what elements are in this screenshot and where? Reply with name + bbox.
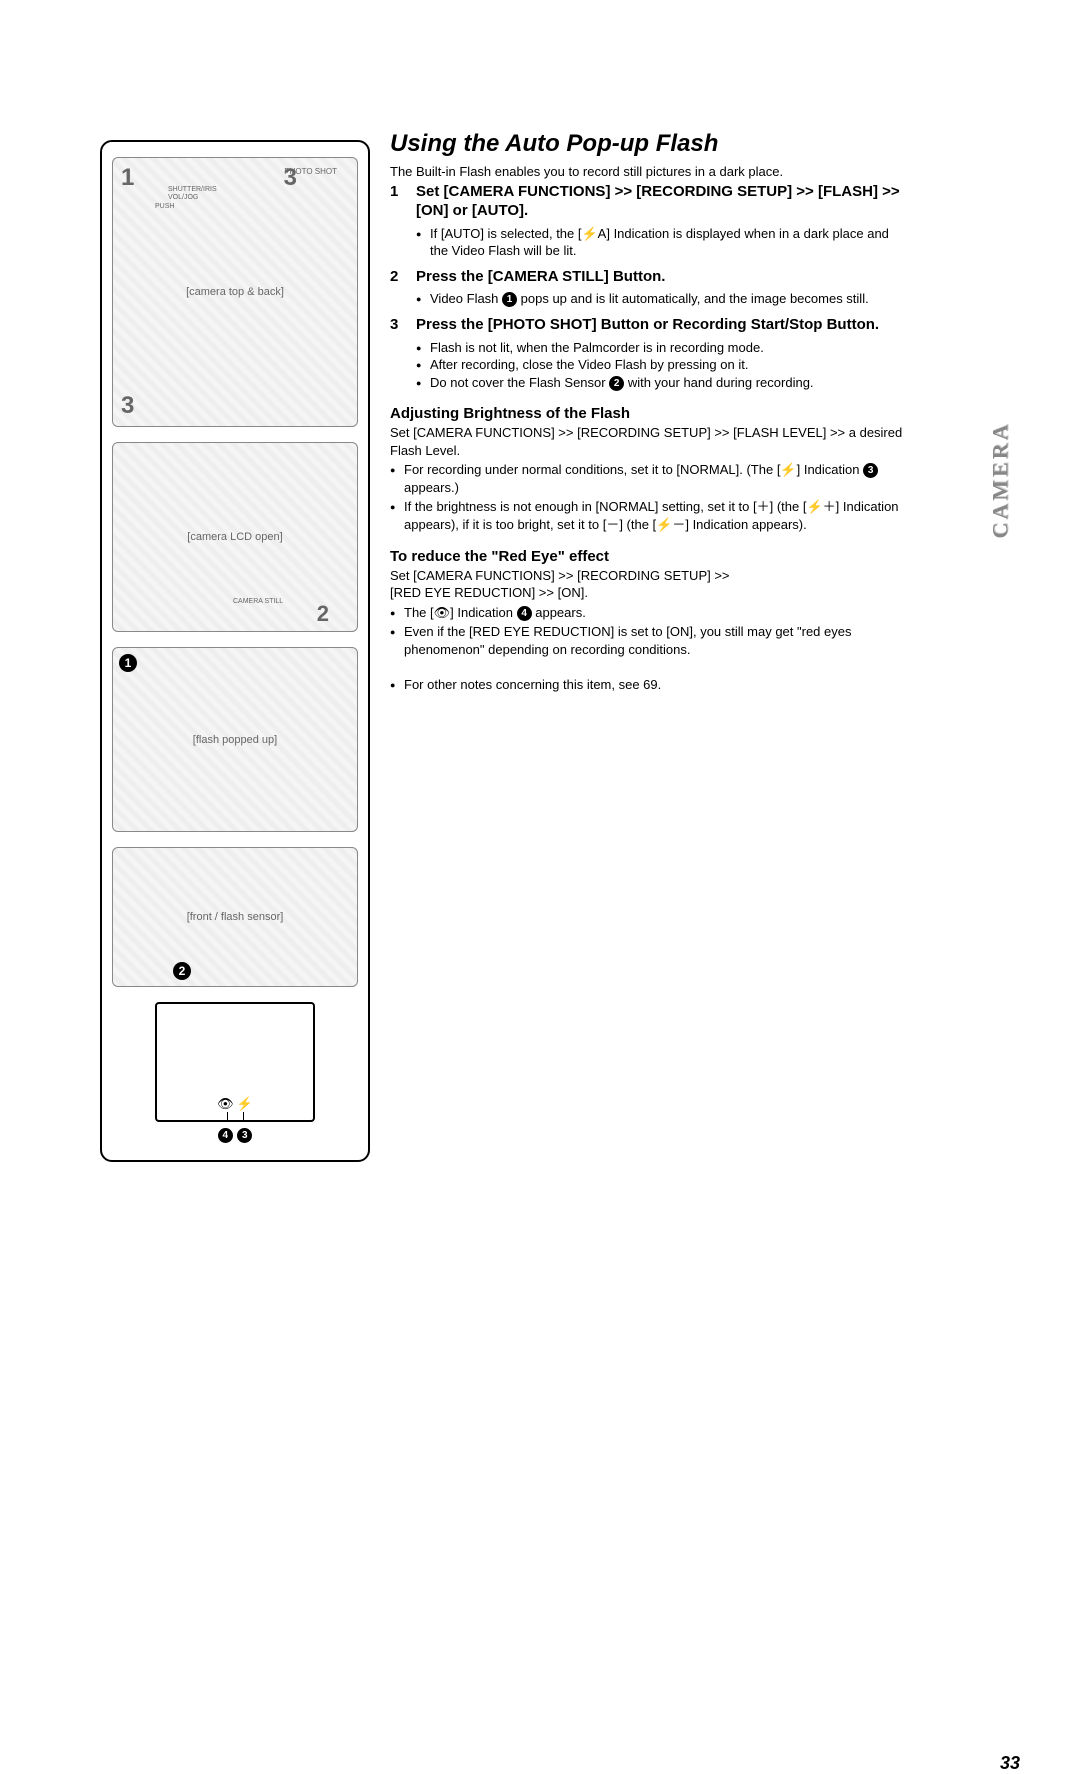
step-bullet: After recording, close the Video Flash b… bbox=[416, 356, 910, 374]
circ-4: 4 bbox=[517, 606, 532, 621]
brightness-bullet: For recording under normal conditions, s… bbox=[390, 461, 910, 496]
illustration-column: 1 3 PHOTO SHOT SHUTTER/IRIS VOL/JOG PUSH… bbox=[100, 140, 370, 1162]
step-bullet: Do not cover the Flash Sensor 2 with you… bbox=[416, 374, 910, 392]
step-number: 2 bbox=[390, 268, 416, 287]
illustration-panel-4: 2 [front / flash sensor] bbox=[112, 847, 358, 987]
side-tab: CAMERA bbox=[980, 390, 1020, 570]
page-number: 33 bbox=[1000, 1753, 1020, 1774]
camera-flash-up-diagram: [flash popped up] bbox=[193, 734, 277, 746]
panel5-callout-3: 3 bbox=[237, 1128, 252, 1143]
screen-indicator-box: 👁 ⚡ bbox=[155, 1002, 315, 1122]
brightness-bullet: If the brightness is not enough in [NORM… bbox=[390, 498, 910, 533]
intro-text: The Built-in Flash enables you to record… bbox=[390, 164, 910, 179]
step-title: Press the [CAMERA STILL] Button. bbox=[416, 268, 665, 287]
camera-front-sensor-diagram: [front / flash sensor] bbox=[187, 911, 284, 923]
redeye-bullet: The [👁] Indication 4 appears. bbox=[390, 604, 910, 622]
redeye-text-1: Set [CAMERA FUNCTIONS] >> [RECORDING SET… bbox=[390, 567, 910, 585]
brightness-heading: Adjusting Brightness of the Flash bbox=[390, 405, 910, 422]
illustration-panel-5: 👁 ⚡ 4 3 bbox=[112, 1002, 358, 1145]
circ-1: 1 bbox=[502, 292, 517, 307]
step-number: 3 bbox=[390, 316, 416, 335]
panel3-callout-1: 1 bbox=[119, 654, 137, 672]
circ-2: 2 bbox=[609, 376, 624, 391]
step-title: Set [CAMERA FUNCTIONS] >> [RECORDING SET… bbox=[416, 183, 910, 221]
panel4-callout-2: 2 bbox=[173, 962, 191, 980]
camera-top-back-diagram: [camera top & back] bbox=[186, 286, 284, 298]
step-bullet: If [AUTO] is selected, the [⚡A] Indicati… bbox=[416, 225, 910, 260]
panel1-push: PUSH bbox=[155, 203, 174, 210]
redeye-text-2: [RED EYE REDUCTION] >> [ON]. bbox=[390, 584, 910, 602]
step-3: 3 Press the [PHOTO SHOT] Button or Recor… bbox=[390, 316, 910, 335]
flash-icon: ⚡ bbox=[237, 1096, 253, 1112]
circ-3: 3 bbox=[863, 463, 878, 478]
illustration-panel-1: 1 3 PHOTO SHOT SHUTTER/IRIS VOL/JOG PUSH… bbox=[112, 157, 358, 427]
camera-lcd-open-diagram: [camera LCD open] bbox=[187, 531, 282, 543]
side-tab-label: CAMERA bbox=[987, 422, 1013, 539]
panel1-shutter: SHUTTER/IRIS bbox=[168, 186, 217, 193]
redeye-bullet: Even if the [RED EYE REDUCTION] is set t… bbox=[390, 623, 910, 658]
footnote: For other notes concerning this item, se… bbox=[390, 676, 910, 694]
panel1-photo-shot: PHOTO SHOT bbox=[284, 168, 337, 176]
panel2-label-2: 2 bbox=[317, 601, 329, 627]
panel1-vol: VOL/JOG bbox=[168, 194, 198, 201]
panel1-label-1: 1 bbox=[121, 164, 134, 192]
step-1: 1 Set [CAMERA FUNCTIONS] >> [RECORDING S… bbox=[390, 183, 910, 221]
step-bullet: Flash is not lit, when the Palmcorder is… bbox=[416, 339, 910, 357]
panel5-callout-4: 4 bbox=[218, 1128, 233, 1143]
illustration-panel-3: 1 [flash popped up] bbox=[112, 647, 358, 832]
panel1-bottom-3: 3 bbox=[121, 392, 134, 420]
redeye-icon: 👁 bbox=[217, 1096, 234, 1112]
content-column: Using the Auto Pop-up Flash The Built-in… bbox=[390, 130, 910, 694]
step-title: Press the [PHOTO SHOT] Button or Recordi… bbox=[416, 316, 879, 335]
step-number: 1 bbox=[390, 183, 416, 221]
brightness-text: Set [CAMERA FUNCTIONS] >> [RECORDING SET… bbox=[390, 424, 910, 459]
redeye-heading: To reduce the "Red Eye" effect bbox=[390, 548, 910, 565]
panel2-camera-still: CAMERA STILL bbox=[233, 598, 283, 605]
section-title: Using the Auto Pop-up Flash bbox=[390, 130, 910, 158]
step-2: 2 Press the [CAMERA STILL] Button. bbox=[390, 268, 910, 287]
step-bullet: Video Flash 1 pops up and is lit automat… bbox=[416, 290, 910, 308]
illustration-panel-2: CAMERA STILL 2 [camera LCD open] bbox=[112, 442, 358, 632]
